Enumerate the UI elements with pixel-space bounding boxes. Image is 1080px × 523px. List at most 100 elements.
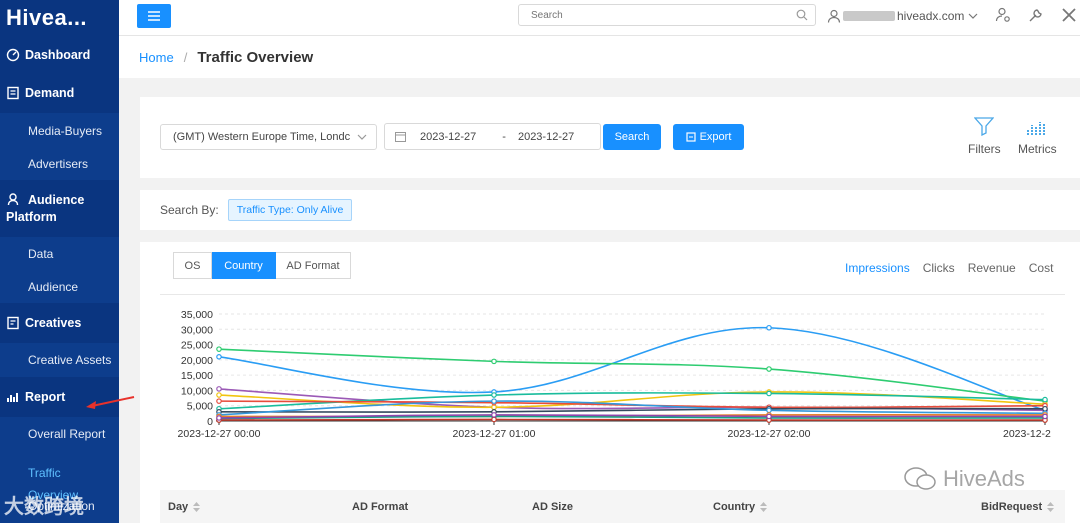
data-point[interactable] xyxy=(491,412,497,418)
data-point[interactable] xyxy=(491,358,497,365)
export-button[interactable]: Export xyxy=(673,124,744,150)
sidebar-item-dashboard[interactable]: Dashboard xyxy=(0,36,119,73)
x-tick-label: 2023-12-27 00:00 xyxy=(178,428,261,440)
series-line[interactable] xyxy=(218,414,1046,419)
user-menu[interactable]: hiveadx.com xyxy=(827,8,978,24)
demand-icon xyxy=(7,86,19,100)
sort-icon xyxy=(760,501,768,512)
column-header-label: BidRequest xyxy=(981,500,1043,513)
brand-logo[interactable]: Hivea... xyxy=(0,0,119,36)
y-tick-label: 35,000 xyxy=(181,309,213,321)
wrench-icon[interactable] xyxy=(1028,7,1044,23)
filters-button[interactable]: Filters xyxy=(968,117,1001,156)
user-settings-icon[interactable] xyxy=(995,7,1011,23)
sidebar-item-audience-platform[interactable]: Audience Platform xyxy=(0,180,119,237)
series-line[interactable] xyxy=(218,348,1046,402)
filter-funnel-icon xyxy=(974,117,995,136)
data-point[interactable] xyxy=(1042,405,1048,412)
annotation-arrow-icon xyxy=(86,396,135,409)
breadcrumb-home-link[interactable]: Home xyxy=(139,49,174,65)
sidebar-item-label: Audience Platform xyxy=(6,192,85,224)
date-range-picker[interactable]: 2023-12-27 - 2023-12-27 xyxy=(384,123,601,150)
tab-cost[interactable]: Cost xyxy=(1028,261,1054,275)
y-tick-label: 10,000 xyxy=(181,385,213,397)
hamburger-icon xyxy=(148,11,160,21)
tools-icon[interactable] xyxy=(1061,7,1077,23)
tab-clicks[interactable]: Clicks xyxy=(922,261,955,275)
data-point[interactable] xyxy=(216,415,222,421)
data-point[interactable] xyxy=(491,404,497,411)
sidebar-item-creatives[interactable]: Creatives xyxy=(0,303,119,343)
series-line[interactable] xyxy=(218,407,1046,413)
global-search[interactable] xyxy=(518,4,816,26)
series-line[interactable] xyxy=(218,415,1046,420)
tab-os[interactable]: OS xyxy=(173,252,212,279)
column-header-label: Country xyxy=(713,500,756,513)
sidebar-item-creative-assets[interactable]: Creative Assets xyxy=(0,343,119,377)
sidebar-item-report[interactable]: Report xyxy=(0,377,119,417)
search-input[interactable] xyxy=(519,5,779,26)
column-header-day[interactable]: Day xyxy=(168,500,201,513)
breadcrumb: Home / Traffic Overview xyxy=(119,36,1080,78)
y-tick-label: 15,000 xyxy=(181,370,213,382)
data-point[interactable] xyxy=(216,353,222,360)
data-point[interactable] xyxy=(766,413,772,420)
sidebar: Hivea... Dashboard Demand Media-Buyers A… xyxy=(0,0,119,523)
sidebar-item-label: Dashboard xyxy=(25,47,91,62)
data-point[interactable] xyxy=(491,416,497,423)
data-point[interactable] xyxy=(216,346,222,352)
data-point[interactable] xyxy=(216,398,222,404)
tab-country[interactable]: Country xyxy=(212,252,276,279)
data-point[interactable] xyxy=(766,324,772,331)
page-title: Traffic Overview xyxy=(197,48,314,66)
tab-revenue[interactable]: Revenue xyxy=(967,261,1016,275)
watermark-left: 大数跨境 xyxy=(4,490,84,519)
column-header-label: AD Format xyxy=(352,500,409,513)
sidebar-item-label: Report xyxy=(25,390,66,404)
column-header-label: Day xyxy=(168,500,189,513)
data-point[interactable] xyxy=(766,366,772,372)
timezone-select[interactable]: (GMT) Western Europe Time, Londc xyxy=(160,124,377,150)
traffic-type-tag[interactable]: Traffic Type: Only Alive xyxy=(227,199,353,221)
metric-tabs: Impressions Clicks Revenue Cost xyxy=(845,261,1066,275)
data-point[interactable] xyxy=(491,392,497,398)
user-icon xyxy=(827,9,841,23)
tab-impressions[interactable]: Impressions xyxy=(845,261,910,275)
series-line[interactable] xyxy=(218,326,1046,412)
column-header-country[interactable]: Country xyxy=(713,500,768,513)
y-tick-label: 30,000 xyxy=(181,324,213,336)
traffic-line-chart: 0 5,000 10,000 15,000 20,000 25,000 30,000 35,0… xyxy=(178,309,1051,440)
sidebar-item-advertisers[interactable]: Advertisers xyxy=(0,148,119,180)
data-point[interactable] xyxy=(1042,413,1048,420)
date-start[interactable]: 2023-12-27 xyxy=(420,130,477,143)
series-line[interactable] xyxy=(218,400,1046,416)
metrics-button[interactable]: Metrics xyxy=(1018,117,1057,156)
sidebar-item-demand[interactable]: Demand xyxy=(0,73,119,113)
audience-platform-icon xyxy=(7,192,19,205)
sidebar-item-audience[interactable]: Audience xyxy=(0,271,119,303)
wechat-icon xyxy=(904,467,936,490)
menu-toggle-button[interactable] xyxy=(137,4,171,28)
data-point[interactable] xyxy=(216,386,222,392)
metrics-label: Metrics xyxy=(1018,142,1057,156)
column-header-bidrequest[interactable]: BidRequest xyxy=(981,500,1055,513)
sidebar-item-media-buyers[interactable]: Media-Buyers xyxy=(0,113,119,148)
tab-ad-format[interactable]: AD Format xyxy=(276,252,351,279)
sidebar-item-overall-report[interactable]: Overall Report xyxy=(0,417,119,450)
sidebar-item-label: Demand xyxy=(25,86,75,100)
date-end[interactable]: 2023-12-27 xyxy=(517,130,575,143)
search-button[interactable]: Search xyxy=(603,124,661,150)
search-by-label: Search By: xyxy=(160,203,219,217)
search-icon[interactable] xyxy=(796,9,808,21)
data-point[interactable] xyxy=(1042,396,1048,403)
data-point[interactable] xyxy=(766,407,772,414)
data-point[interactable] xyxy=(766,390,772,397)
calendar-icon xyxy=(395,132,406,142)
sidebar-item-optimization[interactable]: Optimization xyxy=(0,496,119,516)
data-point[interactable] xyxy=(491,398,497,404)
series-line[interactable] xyxy=(218,418,1046,421)
column-header-ad-size: AD Size xyxy=(532,501,573,513)
data-point[interactable] xyxy=(216,392,222,398)
sidebar-item-data[interactable]: Data xyxy=(0,237,119,271)
export-label: Export xyxy=(699,131,732,143)
